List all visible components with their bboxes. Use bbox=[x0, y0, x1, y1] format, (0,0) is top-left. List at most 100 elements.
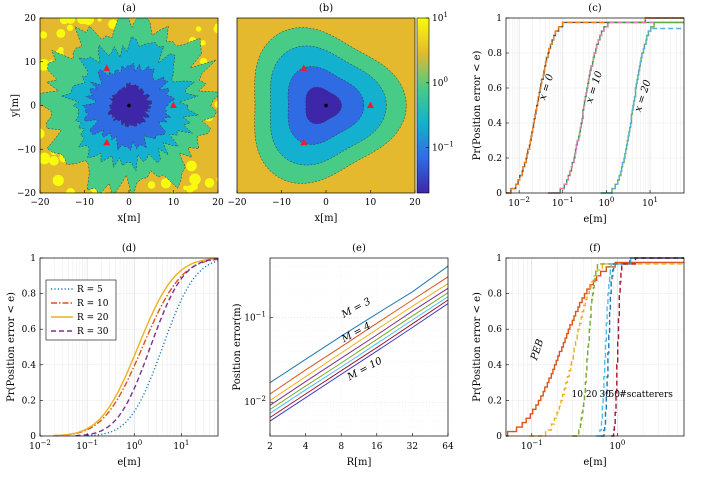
anchor-marker bbox=[170, 101, 177, 108]
heatmap-speckle bbox=[40, 31, 48, 39]
heatmap-speckle bbox=[30, 158, 37, 165]
panel-frame bbox=[269, 257, 449, 437]
legend-box bbox=[45, 279, 117, 341]
heatmap-speckle bbox=[221, 51, 232, 62]
x-tick-label: 20 bbox=[212, 198, 224, 208]
heatmap-speckle bbox=[110, 9, 118, 17]
error-line-M7 bbox=[269, 292, 449, 410]
cdf-line-R3 bbox=[75, 258, 219, 437]
x-tick-label: 4 bbox=[303, 442, 309, 452]
y-tick-label: 1 bbox=[30, 254, 36, 264]
x-tick-label: 10−1 bbox=[521, 439, 543, 452]
x-axis-label: x[m] bbox=[118, 213, 141, 224]
heatmap-speckle bbox=[195, 26, 202, 32]
y-tick-label: 0.8 bbox=[488, 290, 503, 300]
series-annotation: M = 10 bbox=[345, 355, 385, 383]
series-annotation: M = 4 bbox=[339, 321, 373, 346]
x-tick-label: −10 bbox=[75, 198, 94, 208]
y-tick-label: 0.2 bbox=[22, 396, 36, 406]
error-line-M9 bbox=[269, 299, 449, 418]
x-tick-label: −20 bbox=[31, 198, 50, 208]
x-axis-label: e[m] bbox=[117, 457, 140, 468]
panel-b: −20 −10 0 10 20 (b) x[m] 101 100 10−1 bbox=[228, 3, 454, 224]
y-tick-label: −20 bbox=[17, 189, 36, 199]
y-tick-label: 0.8 bbox=[22, 290, 37, 300]
legend-label: R = 10 bbox=[77, 299, 109, 309]
x-tick-label: −10 bbox=[272, 198, 291, 208]
error-line-M6 bbox=[269, 287, 449, 406]
heatmap-speckle bbox=[66, 24, 74, 31]
legend-label: R = 20 bbox=[77, 313, 109, 323]
panel-title: (b) bbox=[319, 3, 333, 14]
legend-label: R = 5 bbox=[77, 285, 103, 295]
x-tick-label: 10−1 bbox=[552, 196, 574, 209]
heatmap-speckle bbox=[56, 28, 66, 38]
heatmap-speckle bbox=[218, 95, 223, 100]
error-line-M10 bbox=[269, 303, 449, 422]
cdf-line-x10-3 bbox=[548, 21, 684, 194]
heatmap-speckle bbox=[66, 188, 75, 193]
error-line-M5 bbox=[269, 283, 449, 401]
error-line-M4 bbox=[269, 276, 449, 395]
legend-label: R = 30 bbox=[77, 327, 109, 337]
heatmap-speckle bbox=[88, 9, 95, 16]
panel-d: 10−2 10−1 100 101 0 0.2 0.4 0.6 0.8 1 (d) e[m] Pr(Po… bbox=[6, 243, 219, 468]
heatmap-speckle bbox=[227, 115, 234, 122]
x-tick-label: 101 bbox=[173, 439, 189, 452]
y-tick-label: 0.8 bbox=[488, 49, 503, 59]
anchor-marker bbox=[103, 64, 111, 71]
anchor-marker bbox=[367, 101, 374, 108]
heatmap-speckle bbox=[40, 152, 51, 165]
heatmap-speckle bbox=[219, 82, 223, 86]
x-tick-label: 100 bbox=[609, 439, 625, 452]
error-line-M8 bbox=[269, 296, 449, 414]
x-tick-label: 10 bbox=[168, 198, 180, 208]
heatmap-speckle bbox=[40, 128, 45, 139]
panel-frame bbox=[39, 257, 219, 437]
anchor-marker bbox=[300, 138, 308, 146]
heatmap-speckle bbox=[216, 177, 218, 182]
heatmap-speckle bbox=[214, 100, 218, 109]
panel-c: 10−2 10−1 100 101 0 0.2 0.4 0.6 0.8 1 (c) e[m] Pr(Po… bbox=[472, 3, 685, 225]
heatmap-speckle bbox=[97, 18, 102, 22]
heatmap-speckle bbox=[200, 40, 206, 46]
y-tick-label: 0.2 bbox=[488, 154, 502, 164]
y-tick-label: 0.6 bbox=[488, 84, 503, 94]
heatmap-speckle bbox=[189, 173, 201, 186]
x-tick-label: 32 bbox=[407, 442, 418, 452]
colorbar-tick-label: 10−1 bbox=[432, 141, 454, 154]
y-axis-label: Pr(Position error < e) bbox=[6, 292, 17, 402]
x-tick-label: 20 bbox=[409, 198, 421, 208]
cdf-line-20 bbox=[572, 257, 684, 437]
colorbar-tick-label: 100 bbox=[432, 76, 448, 89]
y-tick-label: 0.4 bbox=[488, 361, 503, 371]
panel-title: (f) bbox=[589, 243, 601, 254]
y-tick-label: 0 bbox=[30, 102, 36, 112]
y-tick-label: 0 bbox=[30, 432, 36, 442]
heatmap-speckle bbox=[58, 46, 64, 53]
x-tick-label: 2 bbox=[267, 442, 273, 452]
heatmap-speckle bbox=[160, 178, 172, 189]
y-tick-label: 0.2 bbox=[488, 396, 502, 406]
y-tick-label: −10 bbox=[17, 145, 36, 155]
heatmap-speckle bbox=[213, 24, 218, 34]
panel-a: −20 −10 0 10 20 −20 −10 0 10 20 (a) x[m] y[m] bbox=[10, 3, 234, 224]
heatmap-speckle bbox=[204, 178, 215, 188]
target-marker bbox=[324, 103, 328, 108]
cdf-line-10 bbox=[529, 263, 684, 437]
y-tick-label: 1 bbox=[496, 254, 502, 264]
panel-title: (c) bbox=[588, 3, 602, 14]
heatmap-speckle bbox=[24, 67, 34, 77]
x-tick-label: 10−2 bbox=[508, 196, 530, 209]
cdf-line-30b bbox=[600, 257, 684, 437]
y-axis-label: Pr(Position error < e) bbox=[472, 292, 483, 402]
heatmap-speckle bbox=[114, 18, 117, 19]
error-line-M3 bbox=[269, 265, 449, 384]
cdf-line-x0-0 bbox=[506, 17, 684, 194]
y-tick-label: 0 bbox=[496, 189, 502, 199]
heatmap-speckle bbox=[115, 198, 122, 205]
x-tick-label: 0 bbox=[126, 198, 132, 208]
series-annotation: PEB bbox=[529, 338, 546, 363]
heatmap-speckle bbox=[33, 90, 38, 95]
